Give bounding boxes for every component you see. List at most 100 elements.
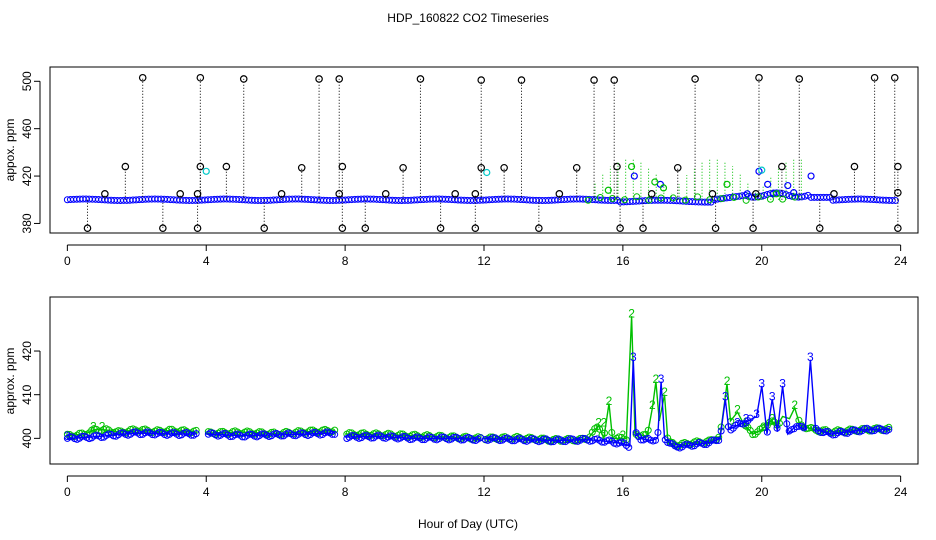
- top-spike-mid: [555, 190, 564, 198]
- top-baseline-point: [776, 189, 784, 197]
- top-spike-low: [894, 224, 902, 232]
- top-green-extra-point: [772, 190, 780, 198]
- top-spike-high: [755, 73, 763, 82]
- series-label-2: 2: [620, 428, 627, 442]
- series-point-2: [165, 425, 173, 433]
- series-point-3: [508, 437, 516, 445]
- top-x-tick-label: 24: [894, 254, 908, 268]
- top-spike-mid: [222, 162, 231, 171]
- series-point-3: [117, 429, 125, 437]
- top-green-point: [657, 194, 665, 202]
- series-point-3: [289, 431, 297, 439]
- series-point-3: [817, 429, 825, 437]
- top-x-tick-label: 20: [755, 254, 769, 268]
- series-point-3: [192, 430, 200, 438]
- top-spike-high: [610, 76, 619, 84]
- top-green-extra-point: [659, 184, 668, 192]
- top-spike-high: [590, 76, 598, 84]
- top-spike-mid: [451, 190, 459, 198]
- series-label-2: 2: [595, 416, 602, 430]
- top-spike-low: [260, 224, 269, 232]
- top-x-tick-label: 16: [616, 254, 630, 268]
- top-spike-low: [159, 224, 167, 232]
- series-label-2: 2: [724, 374, 731, 388]
- bottom-y-tick-label: 400: [20, 428, 34, 448]
- top-green-extra-point: [604, 186, 612, 194]
- series-point-3: [591, 435, 599, 443]
- series-point-3: [469, 436, 477, 444]
- top-baseline-point: [891, 196, 899, 204]
- top-spike-mid: [471, 190, 480, 198]
- series-point-2: [588, 428, 596, 436]
- top-spike-high: [239, 75, 248, 83]
- series-point-3: [66, 433, 74, 441]
- series-point-3: [418, 436, 426, 444]
- series-label-3: 3: [753, 407, 760, 421]
- series-label-2: 2: [649, 398, 656, 412]
- top-baseline-point: [782, 191, 790, 199]
- top-spike-high: [870, 73, 879, 82]
- top-spike-low: [338, 224, 347, 232]
- top-green-point: [791, 193, 799, 201]
- series-point-2: [593, 423, 601, 431]
- series-label-2: 2: [791, 398, 798, 412]
- series-point-3: [489, 434, 497, 442]
- series-point-3: [792, 423, 800, 431]
- series-point-3: [438, 433, 446, 441]
- top-green-extra-point: [627, 162, 636, 171]
- series-point-3: [715, 436, 723, 444]
- series-point-3: [258, 430, 266, 438]
- top-y-axis-label: appox. ppm: [3, 119, 17, 182]
- series-point-3: [637, 436, 645, 444]
- series-point-3: [836, 427, 844, 435]
- series-point-3: [110, 432, 118, 440]
- top-green-point: [608, 194, 616, 202]
- bottom-y-tick-label: 410: [20, 384, 34, 404]
- series-point-3: [328, 430, 336, 438]
- top-spike-mid: [894, 188, 902, 197]
- bottom-x-tick-label: 12: [477, 485, 491, 499]
- series-point-3: [763, 428, 771, 436]
- series-point-3: [457, 436, 465, 444]
- top-x-tick-label: 0: [64, 254, 71, 268]
- top-green-point: [633, 193, 641, 201]
- series-point-3: [559, 437, 567, 445]
- series-label-2: 2: [606, 394, 613, 408]
- top-spike-mid: [647, 190, 656, 198]
- series-label-3: 3: [658, 372, 665, 386]
- top-baseline-point: [741, 191, 749, 199]
- top-spike-mid: [477, 163, 486, 172]
- series-point-3: [700, 440, 708, 448]
- top-spike-mid: [335, 190, 344, 198]
- top-panel-frame: [49, 66, 919, 234]
- top-spike-low: [83, 224, 92, 232]
- series-point-3: [783, 420, 791, 428]
- series-point-3: [885, 425, 893, 433]
- top-spike-high: [477, 76, 486, 84]
- top-green-point: [742, 196, 750, 204]
- top-spike-high: [138, 73, 147, 82]
- top-green-point: [584, 196, 592, 204]
- figure-title: HDP_160822 CO2 Timeseries: [387, 11, 548, 25]
- top-y-tick-label: 420: [20, 166, 34, 186]
- top-spike-low: [616, 224, 624, 232]
- series-point-3: [625, 443, 633, 451]
- top-green-point: [596, 194, 604, 202]
- series-label-3: 3: [758, 376, 765, 390]
- top-spike-mid: [708, 190, 717, 198]
- series-point-3: [744, 417, 752, 425]
- series-point-3: [226, 433, 234, 441]
- top-cyan-extra-point: [202, 167, 210, 175]
- series-point-3: [168, 429, 176, 437]
- top-green-point: [730, 193, 738, 201]
- top-green-extra-point: [723, 180, 731, 188]
- series-point-3: [712, 437, 720, 445]
- series-point-3: [579, 435, 587, 443]
- top-spike-mid: [613, 162, 621, 171]
- top-y-tick-label: 380: [20, 213, 34, 233]
- series-line-2: [483, 316, 891, 446]
- top-blue-extra-point: [784, 181, 792, 190]
- top-x-tick-label: 8: [342, 254, 349, 268]
- series-point-3: [848, 426, 856, 434]
